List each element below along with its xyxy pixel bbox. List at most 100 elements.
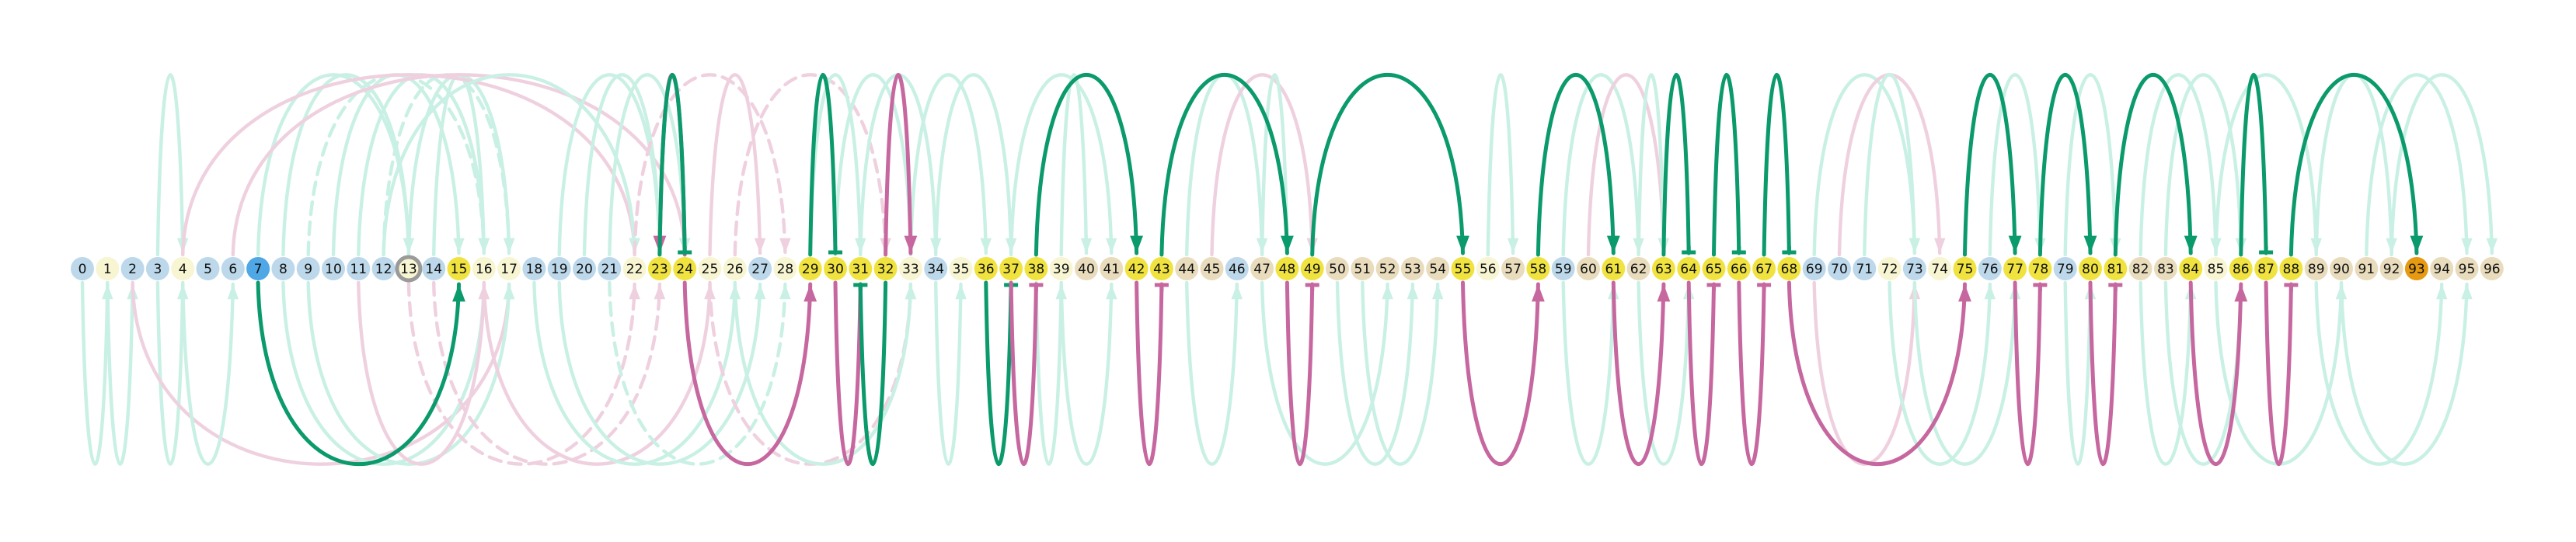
faint-below-arc-18 [1059,280,1114,466]
node-circle [246,257,270,280]
node-circle [1426,257,1450,280]
node-circle [974,257,998,280]
node-label: 22 [626,262,643,277]
node-circle [2279,257,2303,280]
strong-below-arc-11 [1737,280,1766,467]
node-79: 79 [2053,257,2077,280]
node-circle [1124,257,1149,280]
node-51: 51 [1351,257,1375,280]
strong-above-arc-9 [1712,72,1741,257]
node-label: 68 [1781,262,1798,277]
faint-above-arc-37 [2139,73,2218,257]
strong-arc-arrowhead-0 [452,284,465,302]
strong-above-arc-13 [2113,73,2193,257]
node-37: 37 [999,257,1023,280]
node-label: 7 [254,262,263,277]
node-label: 59 [1555,262,1572,277]
node-circle [573,257,596,280]
node-circle [1777,257,1801,280]
node-26: 26 [723,257,747,280]
faint-above-arc-21 [908,73,988,257]
node-4: 4 [171,257,195,280]
node-25: 25 [698,257,722,280]
strong-above-arc-5 [1159,72,1289,257]
node-6: 6 [221,257,245,280]
node-label: 54 [1429,262,1446,277]
strong-above-arc-11 [1963,72,2017,257]
faint-above-arc-9 [181,73,636,257]
node-66: 66 [1727,257,1751,280]
node-circle [2053,257,2077,280]
node-label: 83 [2157,262,2174,277]
node-43: 43 [1149,257,1173,280]
node-38: 38 [1024,257,1048,280]
node-circle [748,257,772,280]
node-circle [1828,257,1851,280]
node-label: 13 [400,262,417,277]
node-48: 48 [1275,257,1299,280]
node-76: 76 [1978,257,2002,280]
node-circle [2229,257,2253,280]
node-21: 21 [598,257,622,280]
strong-arc-arrowhead-11 [2008,235,2022,253]
node-circle [1300,257,1324,280]
faint-arc-arrowhead-21 [1407,284,1419,300]
node-86: 86 [2229,257,2253,280]
node-circle [1501,257,1525,280]
node-circle [2330,257,2353,280]
strong-above-arc-7 [1535,73,1616,257]
faint-above-arc-0 [155,73,185,257]
node-67: 67 [1752,257,1776,280]
faint-above-arc-14 [608,73,687,257]
node-91: 91 [2355,257,2379,280]
node-17: 17 [497,257,521,280]
strong-below-arc-14 [2088,280,2118,467]
node-59: 59 [1551,257,1575,280]
node-label: 67 [1755,262,1773,277]
node-circle [422,257,446,280]
node-circle [196,257,220,280]
faint-above-arc-35 [1988,73,2042,257]
node-label: 24 [676,262,693,277]
node-label: 63 [1655,262,1672,277]
faint-below-arc-29 [2139,280,2193,466]
node-circle [1175,257,1199,280]
node-39: 39 [1049,257,1073,280]
faint-below-arc-10 [482,280,712,466]
node-label: 74 [1931,262,1948,277]
faint-arc-arrowhead-8 [629,284,640,300]
faint-arc-arrowhead-33 [2461,284,2473,300]
faint-above-arc-20 [859,73,938,257]
node-label: 27 [751,262,769,277]
faint-arc-arrowhead-33 [1934,238,1946,253]
faint-below-arc-6 [306,280,511,466]
faint-arc-arrowhead-23 [1106,238,1117,253]
strong-arc-arrowhead-15 [2234,284,2248,302]
node-label: 76 [1982,262,1999,277]
node-label: 2 [128,262,137,277]
strong-arc-arrowhead-12 [2083,235,2097,253]
node-label: 29 [802,262,819,277]
faint-arc-arrowhead-41 [2461,238,2473,253]
node-label: 66 [1731,262,1748,277]
node-circle [71,257,94,280]
node-label: 84 [2182,262,2199,277]
strong-above-arc-12 [2037,72,2093,257]
faint-below-arc-24 [1637,280,1691,466]
node-label: 12 [375,262,392,277]
node-label: 0 [78,262,87,277]
faint-arc-layer [80,73,2498,466]
node-5: 5 [196,257,220,280]
faint-below-arc-33 [2339,280,2469,466]
node-circle [1802,257,1826,280]
node-label: 65 [1706,262,1723,277]
faint-above-arc-10 [231,73,687,257]
faint-arc-arrowhead-26 [1984,284,1996,300]
node-14: 14 [422,257,446,280]
faint-below-arc-20 [1260,280,1389,466]
faint-above-arc-22 [934,73,1013,257]
node-label: 9 [304,262,312,277]
strong-below-arc-12 [1786,280,1967,466]
strong-below-arc-5 [1009,280,1038,467]
node-circle [849,257,873,280]
